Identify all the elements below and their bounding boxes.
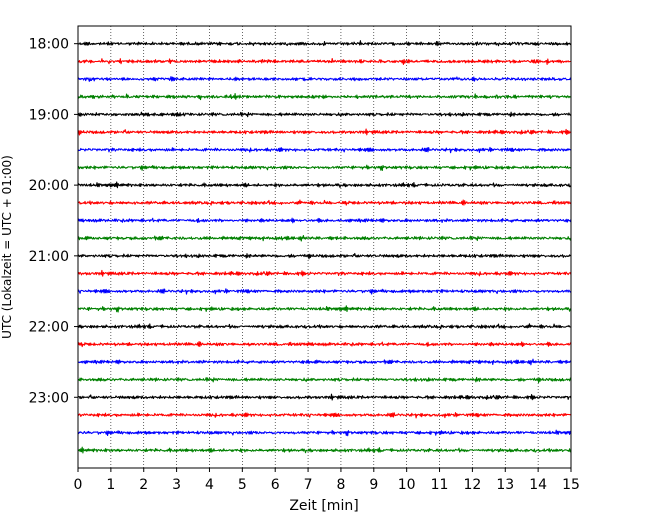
seismogram-trace bbox=[77, 40, 572, 47]
y-tick-label: 18:00 bbox=[29, 37, 69, 53]
seismogram-trace bbox=[77, 57, 572, 65]
seismogram-trace bbox=[77, 164, 572, 172]
seismogram-trace bbox=[77, 128, 572, 136]
y-tick-label: 21:00 bbox=[29, 249, 69, 265]
seismogram-trace bbox=[77, 269, 572, 277]
seismogram-trace bbox=[78, 323, 572, 330]
seismogram-trace bbox=[77, 446, 572, 454]
x-tick-label: 15 bbox=[562, 477, 580, 493]
seismogram-trace bbox=[77, 412, 572, 419]
x-tick-label: 1 bbox=[106, 477, 115, 493]
y-tick-label: 23:00 bbox=[29, 390, 69, 406]
x-tick-label: 7 bbox=[304, 477, 313, 493]
seismogram-trace bbox=[77, 288, 572, 295]
x-gridlines bbox=[110, 26, 539, 468]
seismogram-trace bbox=[77, 199, 572, 206]
seismogram-trace bbox=[77, 358, 572, 366]
x-tick-label: 3 bbox=[172, 477, 181, 493]
x-tick-label: 10 bbox=[398, 477, 416, 493]
seismogram-trace bbox=[77, 340, 572, 348]
y-tick-label: 22:00 bbox=[29, 320, 69, 336]
x-tick-label: 4 bbox=[205, 477, 214, 493]
x-axis-ticks: 0 1 2 3 4 5 6 7 8 9 10 11 12 13 14 15 bbox=[74, 468, 580, 493]
seismogram-trace bbox=[77, 393, 572, 401]
seismogram-trace bbox=[77, 217, 572, 224]
x-tick-label: 2 bbox=[139, 477, 148, 493]
x-tick-label: 6 bbox=[271, 477, 280, 493]
seismogram-trace bbox=[77, 76, 572, 82]
seismogram-trace bbox=[77, 111, 572, 118]
seismogram-trace bbox=[77, 305, 571, 313]
x-tick-label: 9 bbox=[369, 477, 378, 493]
seismogram-trace bbox=[77, 234, 572, 242]
x-tick-label: 8 bbox=[336, 477, 345, 493]
x-tick-label: 11 bbox=[431, 477, 449, 493]
y-tick-label: 20:00 bbox=[29, 178, 69, 194]
x-tick-label: 12 bbox=[463, 477, 481, 493]
x-axis-label: Zeit [min] bbox=[289, 498, 358, 514]
seismogram-trace bbox=[77, 252, 572, 260]
y-tick-label: 19:00 bbox=[29, 107, 69, 123]
seismogram-trace bbox=[77, 93, 572, 101]
x-tick-label: 5 bbox=[238, 477, 247, 493]
y-axis-ticks: 18:00 19:00 20:00 21:00 22:00 23:00 bbox=[29, 37, 78, 406]
y-axis-label: UTC (Lokalzeit = UTC + 01:00) bbox=[0, 155, 14, 339]
plot-frame bbox=[77, 25, 572, 469]
x-tick-label: 0 bbox=[74, 477, 83, 493]
seismogram-traces bbox=[77, 40, 572, 454]
x-tick-label: 14 bbox=[529, 477, 547, 493]
seismogram-trace bbox=[77, 181, 572, 189]
seismogram-trace bbox=[77, 146, 572, 154]
x-tick-label: 13 bbox=[496, 477, 514, 493]
seismogram-trace bbox=[77, 376, 572, 384]
seismogram-trace bbox=[77, 429, 572, 437]
